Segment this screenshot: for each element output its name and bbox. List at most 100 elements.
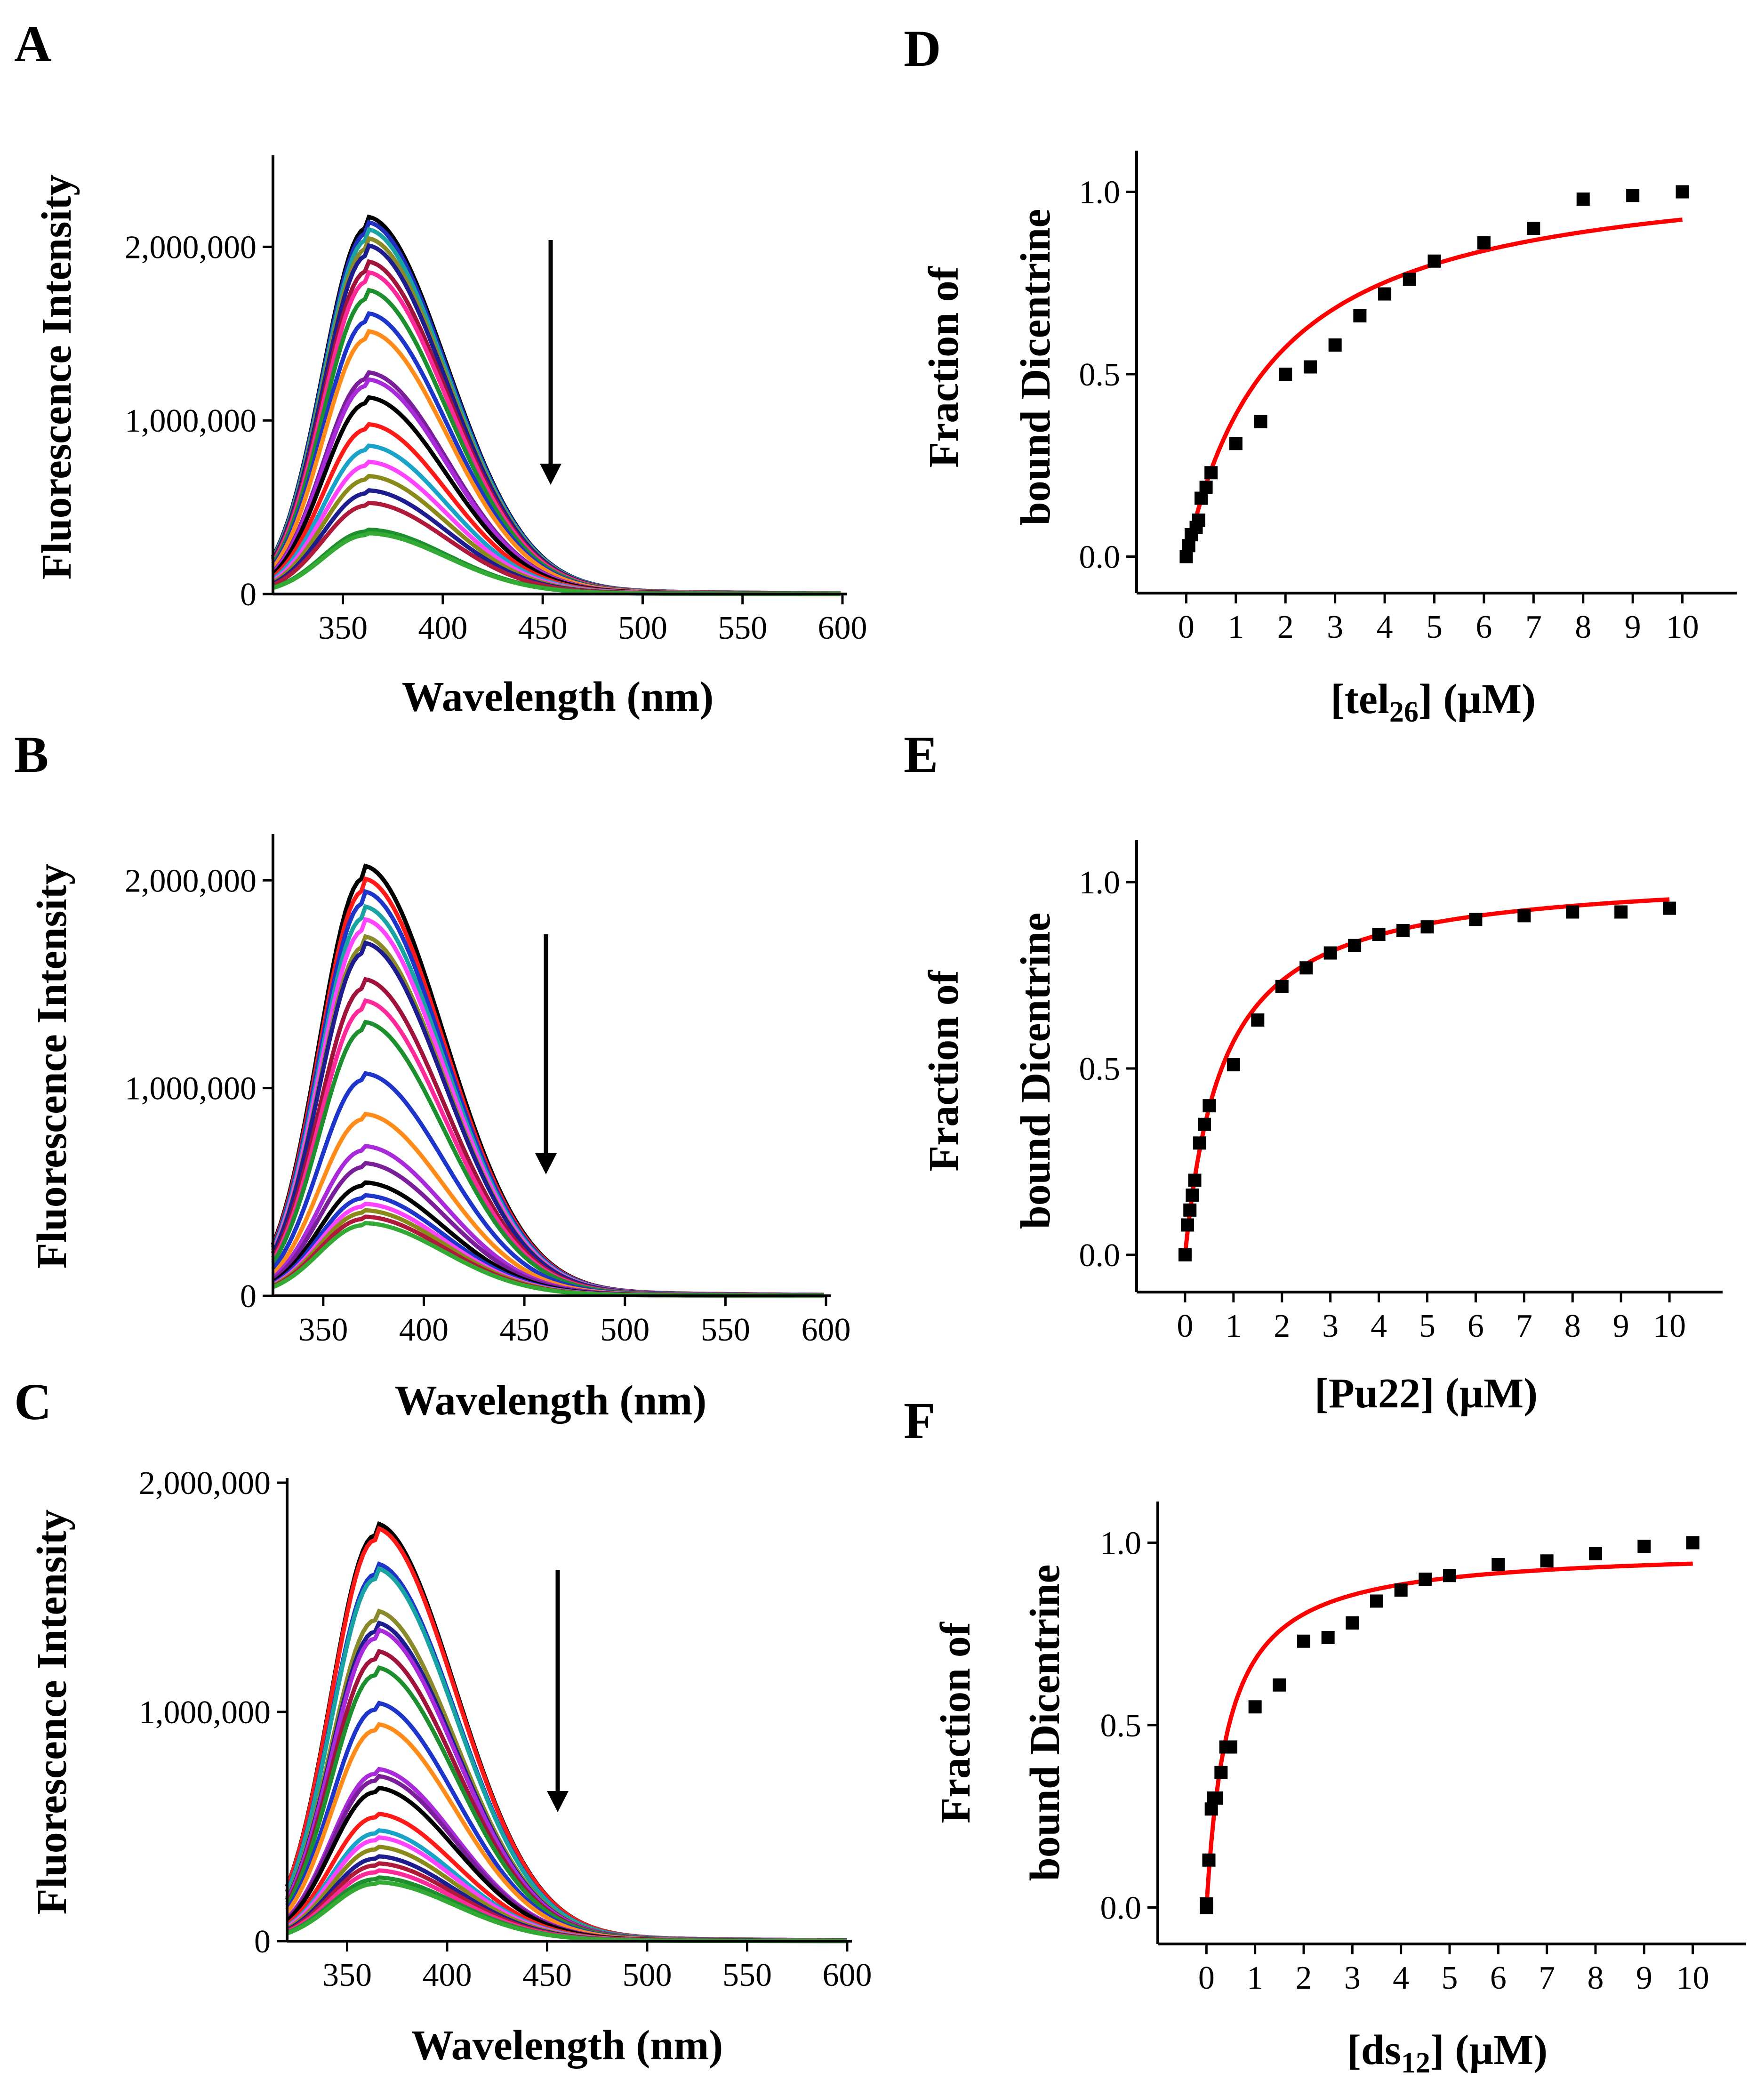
panel-c: C 350 400 450 500 550 600 0 1,000,000 2,000,000… — [14, 1373, 872, 2069]
x-tick-label: 10 — [1666, 609, 1699, 645]
x-tick-label: 450 — [522, 1957, 572, 1993]
data-point — [1566, 905, 1580, 919]
data-point — [1637, 1540, 1651, 1553]
data-point — [1348, 939, 1362, 952]
spectrum-line — [285, 1701, 847, 1943]
data-point — [1248, 1700, 1262, 1714]
x-tick-label: 5 — [1419, 1308, 1435, 1344]
data-point — [1420, 920, 1434, 934]
data-point — [1203, 1099, 1216, 1113]
spectrum-line — [271, 863, 824, 1297]
data-point — [1626, 189, 1640, 202]
y-tick-label: 0.5 — [1079, 357, 1121, 393]
spectrum-line — [271, 288, 841, 596]
spectrum-line — [271, 243, 841, 595]
x-tick-label: 9 — [1613, 1308, 1629, 1344]
panel-label-b: B — [14, 726, 48, 783]
x-tick-label: 8 — [1588, 1960, 1604, 1996]
x-tick-label: 450 — [500, 1312, 549, 1348]
data-point — [1477, 236, 1491, 249]
y-tick-label: 0 — [240, 1278, 257, 1315]
data-point — [1279, 368, 1292, 381]
x-tick-label: 600 — [818, 610, 867, 646]
data-point — [1210, 1791, 1223, 1805]
data-point — [1192, 514, 1205, 527]
x-tick-label: 0 — [1177, 1308, 1193, 1344]
data-point — [1297, 1634, 1310, 1648]
y-tick-label: 0 — [254, 1924, 271, 1960]
data-point — [1198, 1117, 1211, 1131]
data-point — [1186, 1189, 1199, 1202]
y-tick-label: 0.5 — [1079, 1051, 1121, 1087]
data-point — [1323, 946, 1337, 960]
data-point — [1443, 1569, 1456, 1582]
data-point — [1614, 905, 1628, 919]
fit-curve — [1204, 1561, 1693, 1908]
x-tick-label: 550 — [701, 1312, 750, 1348]
data-point — [1321, 1631, 1335, 1644]
y-tick-label: 1.0 — [1079, 175, 1121, 211]
x-tick-label: 500 — [618, 610, 667, 646]
panel-d: D 0 1 2 3 4 5 6 7 8 9 10 0.0 0.5 1.0 [tel26] (µM) Fr… — [904, 20, 1737, 728]
x-tick-label: 350 — [318, 610, 368, 646]
x-tick-label: 4 — [1377, 609, 1393, 645]
panel-label-c: C — [14, 1373, 51, 1430]
data-point — [1214, 1766, 1228, 1779]
fit-curve — [1184, 217, 1683, 557]
data-point — [1251, 1013, 1265, 1027]
y-axis-label-line2: bound Dicentrine — [1012, 209, 1059, 526]
x-tick-label: 9 — [1625, 609, 1641, 645]
panel-e: E 0 1 2 3 4 5 6 7 8 9 10 0.0 0.5 1.0 [Pu22] (µM) Fra… — [904, 726, 1723, 1417]
y-tick-label: 1,000,000 — [125, 403, 257, 439]
x-tick-label: 2 — [1277, 609, 1294, 645]
data-point — [1403, 273, 1416, 286]
data-point — [1589, 1547, 1602, 1560]
spectrum-line — [285, 1648, 847, 1943]
data-point — [1527, 222, 1540, 235]
x-tick-label: 5 — [1442, 1960, 1458, 1996]
spectrum-line — [271, 916, 824, 1297]
x-tick-label: 7 — [1525, 609, 1542, 645]
data-point — [1188, 1173, 1202, 1187]
x-tick-label: 10 — [1676, 1960, 1709, 1996]
y-tick-label: 2,000,000 — [125, 863, 257, 899]
x-tick-label: 9 — [1636, 1960, 1652, 1996]
data-point — [1663, 901, 1676, 915]
data-point — [1183, 1203, 1197, 1217]
data-point — [1469, 913, 1483, 926]
x-tick-label: 6 — [1490, 1960, 1507, 1996]
panel-a: A 350 400 450 500 550 600 0 1,000,000 2,000,000… — [14, 15, 867, 720]
x-tick-label: 6 — [1475, 609, 1492, 645]
trend-arrow-head — [540, 464, 561, 485]
data-point — [1394, 1583, 1408, 1597]
spectrum-line — [271, 904, 824, 1297]
y-tick-label: 1.0 — [1079, 865, 1121, 901]
data-point — [1200, 1897, 1213, 1911]
fit-curve — [1183, 897, 1670, 1255]
x-tick-label: 400 — [399, 1312, 449, 1348]
x-tick-label: 2 — [1274, 1308, 1290, 1344]
x-axis-label: Wavelength (nm) — [411, 2022, 723, 2069]
y-axis-label: Fluorescence Intensity — [29, 1510, 75, 1915]
data-point — [1686, 1536, 1700, 1550]
x-tick-label: 350 — [322, 1957, 372, 1993]
spectrum-line — [271, 876, 824, 1297]
spectrum-line — [271, 998, 824, 1298]
x-tick-label: 600 — [802, 1312, 851, 1348]
panel-label-f: F — [904, 1392, 935, 1449]
x-axis-label: [Pu22] (µM) — [1315, 1370, 1538, 1417]
x-tick-label: 0 — [1178, 609, 1195, 645]
data-point — [1353, 309, 1367, 322]
x-axis-label: [tel26] (µM) — [1331, 676, 1536, 728]
panel-f: F 0 1 2 3 4 5 6 7 8 9 10 0.0 0.5 1.0 [ds12] (µM) Fra… — [904, 1392, 1746, 2079]
spectrum-line — [271, 259, 841, 595]
data-point — [1227, 1058, 1240, 1072]
panel-label-e: E — [904, 726, 938, 783]
y-tick-label: 0.0 — [1079, 1237, 1121, 1274]
y-axis-label: Fluorescence Intensity — [33, 175, 80, 580]
y-tick-label: 1,000,000 — [139, 1695, 271, 1731]
x-tick-label: 600 — [823, 1957, 872, 1993]
x-tick-label: 350 — [298, 1312, 348, 1348]
x-axis-label: Wavelength (nm) — [402, 674, 714, 720]
data-point — [1204, 466, 1218, 480]
